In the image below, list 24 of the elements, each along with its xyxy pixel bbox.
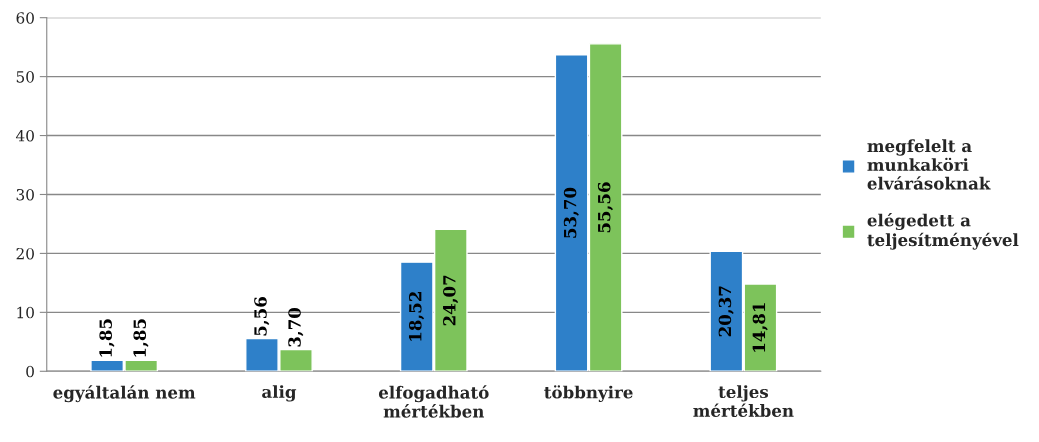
data-label: 3,70 [288, 307, 304, 347]
x-tick-label: teljes mértékben [693, 385, 794, 417]
y-tick-label: 60 [16, 12, 34, 24]
data-label: 24,07 [443, 275, 459, 326]
y-tick-label: 50 [16, 71, 34, 83]
data-label: 5,56 [254, 297, 270, 336]
y-tick-label: 0 [26, 365, 34, 378]
legend-label: megfelelt a munkaköri elvárásoknak [867, 139, 991, 190]
x-tick-label: alig [262, 385, 297, 402]
y-tick-label: 30 [16, 188, 34, 201]
legend-label: elégedett a teljesítményével [867, 212, 1019, 250]
data-label: 53,70 [563, 187, 579, 238]
data-label: 1,85 [99, 319, 115, 357]
data-label: 55,56 [597, 182, 613, 233]
y-tick-label: 20 [16, 247, 34, 260]
data-label: 1,85 [133, 319, 149, 357]
x-tick-label: többnyire [544, 385, 633, 403]
x-tick-label: elfogadható mértékben [378, 385, 489, 418]
x-tick-label: egyáltalán nem [53, 385, 196, 403]
y-tick-label: 10 [17, 306, 34, 319]
data-label: 14,81 [752, 303, 768, 352]
data-label: 18,52 [408, 292, 425, 341]
y-tick-label: 40 [15, 130, 34, 142]
data-label: 20,37 [718, 286, 734, 337]
